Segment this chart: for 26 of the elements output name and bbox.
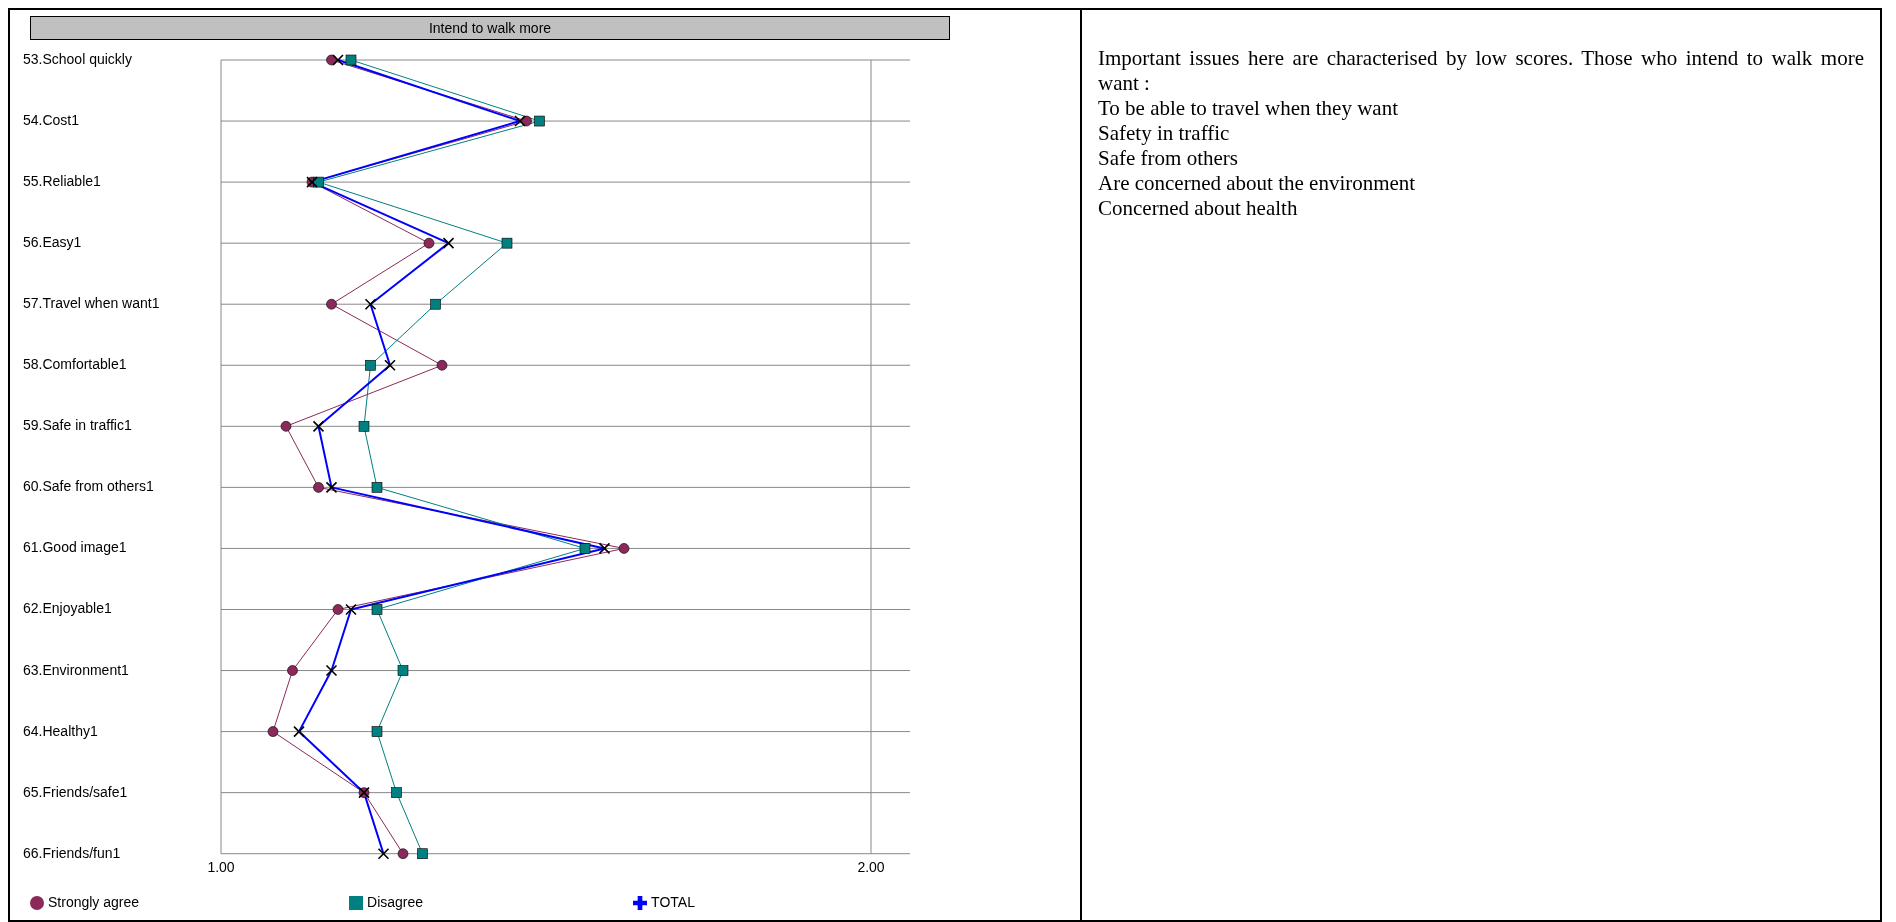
x-tick-label: 2.00 [857,858,885,875]
text: Important issues here are characterised by low scores. Those who intend to walk more want : [1098,46,1864,96]
text: To be able to travel when they want [1098,96,1399,121]
y-tick-label: 57.Travel when want1 [23,295,160,312]
y-tick-label: 59.Safe in traffic1 [23,417,132,434]
y-tick-label: 55.Reliable1 [23,173,102,190]
y-tick-label: 65.Friends/safe1 [23,783,128,800]
y-tick-label: 62.Enjoyable1 [23,600,112,617]
y-tick-label: 58.Comfortable1 [23,356,127,373]
legend-label: Strongly agree [48,893,140,910]
y-tick-label: 56.Easy1 [23,234,82,251]
y-tick-label: 66.Friends/fun1 [23,844,121,861]
text: Safety in traffic [1098,121,1231,146]
text: Concerned about health [1098,196,1299,221]
legend-label: Disagree [367,893,424,910]
text: Are concerned about the environment [1098,171,1417,196]
chart-title: Intend to walk more [30,16,950,40]
y-tick-label: 63.Environment1 [23,661,130,678]
y-tick-label: 54.Cost1 [23,112,80,129]
y-tick-label: 60.Safe from others1 [23,478,154,495]
x-tick-label: 1.00 [207,858,235,875]
legend-label: TOTAL [651,893,695,910]
y-tick-label: 61.Good image1 [23,539,127,556]
y-tick-label: 53.School quickly [23,51,132,67]
text: Safe from others [1098,146,1239,171]
y-tick-label: 64.Healthy1 [23,722,98,739]
